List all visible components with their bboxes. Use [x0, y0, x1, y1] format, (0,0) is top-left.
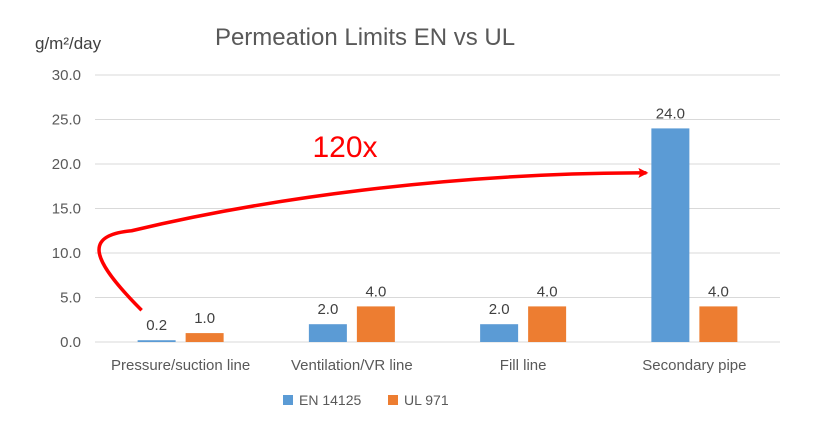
- data-label: 2.0: [317, 301, 338, 318]
- bar-en-14125-0: [137, 340, 176, 342]
- bar-ul-971-0: [185, 333, 224, 342]
- annotation-text: 120x: [312, 131, 377, 164]
- y-tick-label: 0.0: [60, 334, 81, 351]
- category-label: Secondary pipe: [642, 357, 746, 374]
- chart-title: Permeation Limits EN vs UL: [215, 24, 515, 51]
- category-label: Fill line: [500, 357, 547, 374]
- data-labels: 0.2 1.0 2.0 4.0 2.0 4.0 24.0 4.0: [146, 105, 729, 334]
- y-tick-label: 25.0: [52, 112, 81, 129]
- legend-swatch: [283, 395, 293, 405]
- bar-en-14125-3: [651, 128, 690, 342]
- legend-label: UL 971: [404, 392, 449, 408]
- data-label: 0.2: [146, 317, 167, 334]
- data-label: 2.0: [489, 301, 510, 318]
- gridlines: 0.0 5.0 10.0 15.0 20.0 25.0 30.0: [52, 67, 780, 351]
- legend: EN 14125 UL 971: [283, 392, 449, 408]
- category-label: Pressure/suction line: [111, 357, 250, 374]
- annotation: 120x: [97, 131, 649, 312]
- bar-en-14125-2: [480, 324, 519, 342]
- data-label: 24.0: [656, 105, 685, 122]
- y-tick-label: 20.0: [52, 156, 81, 173]
- y-tick-label: 30.0: [52, 67, 81, 84]
- bar-en-14125-1: [308, 324, 347, 342]
- data-label: 4.0: [537, 283, 558, 300]
- y-tick-label: 15.0: [52, 201, 81, 218]
- category-labels: Pressure/suction line Ventilation/VR line…: [111, 357, 746, 374]
- y-axis-label: g/m²/day: [35, 34, 102, 53]
- data-label: 4.0: [708, 283, 729, 300]
- legend-swatch: [388, 395, 398, 405]
- legend-label: EN 14125: [299, 392, 361, 408]
- bar-ul-971-1: [356, 306, 395, 342]
- bar-ul-971-2: [528, 306, 567, 342]
- y-tick-label: 10.0: [52, 245, 81, 262]
- bar-ul-971-3: [699, 306, 738, 342]
- bars: [137, 128, 738, 342]
- annotation-arrow: [97, 167, 649, 312]
- y-tick-label: 5.0: [60, 290, 81, 307]
- data-label: 4.0: [365, 283, 386, 300]
- category-label: Ventilation/VR line: [291, 357, 413, 374]
- data-label: 1.0: [194, 310, 215, 327]
